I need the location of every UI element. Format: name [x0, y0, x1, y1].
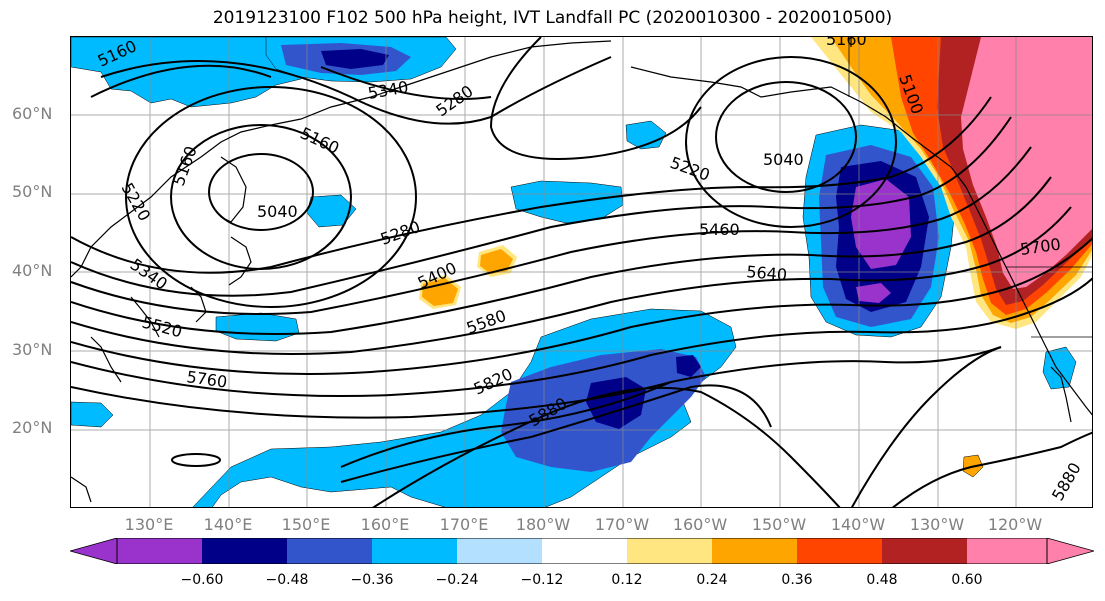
- lon-label-170w: 170°W: [594, 515, 650, 534]
- contour-label: 5280: [432, 81, 476, 120]
- colorbar-swatch: [712, 538, 797, 564]
- shading-west-coast-positive: [811, 37, 1092, 329]
- colorbar-tick-label: 0.36: [781, 572, 813, 588]
- lon-label-140e: 140°E: [203, 515, 253, 534]
- contour-label: 5580: [464, 306, 509, 338]
- lon-label-150w: 150°W: [751, 515, 807, 534]
- shading-north-pacific-negative: [71, 37, 457, 108]
- contour-label: 5160: [297, 123, 342, 157]
- colorbar-swatch: [627, 538, 712, 564]
- political-borders: [848, 37, 1092, 338]
- contour-label: 5220: [668, 153, 713, 185]
- lat-label-50n: 50°N: [12, 182, 53, 201]
- contour-label: 5460: [699, 220, 740, 239]
- colorbar: [70, 538, 1094, 564]
- lon-label-150e: 150°E: [281, 515, 331, 534]
- map-canvas: 5160 5340 5280 5160 5160 5220 5040 5340 …: [71, 37, 1092, 507]
- lat-label-40n: 40°N: [12, 261, 53, 280]
- colorbar-swatch: [372, 538, 457, 564]
- lat-label-30n: 30°N: [12, 340, 53, 359]
- lon-label-170e: 170°E: [439, 515, 489, 534]
- colorbar-extend-high: [1046, 538, 1094, 564]
- colorbar-tick-label: 0.60: [951, 572, 983, 588]
- contour-label: 5880: [1048, 459, 1085, 504]
- contour-label: 5160: [169, 144, 201, 189]
- colorbar-tick-label: −0.48: [265, 572, 309, 588]
- lon-label-120w: 120°W: [987, 515, 1043, 534]
- contour-label: 5640: [746, 262, 788, 284]
- contour-label: 5040: [763, 150, 804, 169]
- contour-label: 5040: [257, 202, 298, 221]
- colorbar-swatch: [882, 538, 967, 564]
- colorbar-tick-label: −0.60: [180, 572, 224, 588]
- colorbar-tick-label: −0.36: [350, 572, 394, 588]
- colorbar-tick-label: 0.48: [866, 572, 898, 588]
- map-panel: 5160 5340 5280 5160 5160 5220 5040 5340 …: [70, 36, 1093, 508]
- colorbar-swatch: [967, 538, 1047, 564]
- colorbar-swatch: [287, 538, 372, 564]
- height-contours: [71, 37, 1092, 507]
- lon-label-160w: 160°W: [672, 515, 728, 534]
- colorbar-extend-low: [70, 538, 118, 564]
- lat-label-60n: 60°N: [12, 104, 53, 123]
- colorbar-swatch: [202, 538, 287, 564]
- contour-label: 5160: [826, 37, 867, 49]
- colorbar-tick-label: −0.24: [435, 572, 479, 588]
- lon-label-180w: 180°W: [515, 515, 571, 534]
- colorbar-swatch: [117, 538, 202, 564]
- plot-title: 2019123100 F102 500 hPa height, IVT Land…: [212, 8, 893, 28]
- colorbar-tick-label: −0.12: [520, 572, 564, 588]
- colorbar-swatch: [797, 538, 882, 564]
- contour-label: 5280: [378, 217, 423, 249]
- colorbar-tick-label: 0.12: [611, 572, 643, 588]
- lon-label-140w: 140°W: [830, 515, 886, 534]
- lon-label-130w: 130°W: [909, 515, 965, 534]
- colorbar-tick-label: 0.24: [696, 572, 728, 588]
- contour-label: 5520: [140, 313, 184, 342]
- lat-label-20n: 20°N: [12, 418, 53, 437]
- colorbar-swatch: [542, 538, 627, 564]
- colorbar-swatch: [457, 538, 542, 564]
- lon-label-160e: 160°E: [360, 515, 410, 534]
- lon-label-130e: 130°E: [124, 515, 174, 534]
